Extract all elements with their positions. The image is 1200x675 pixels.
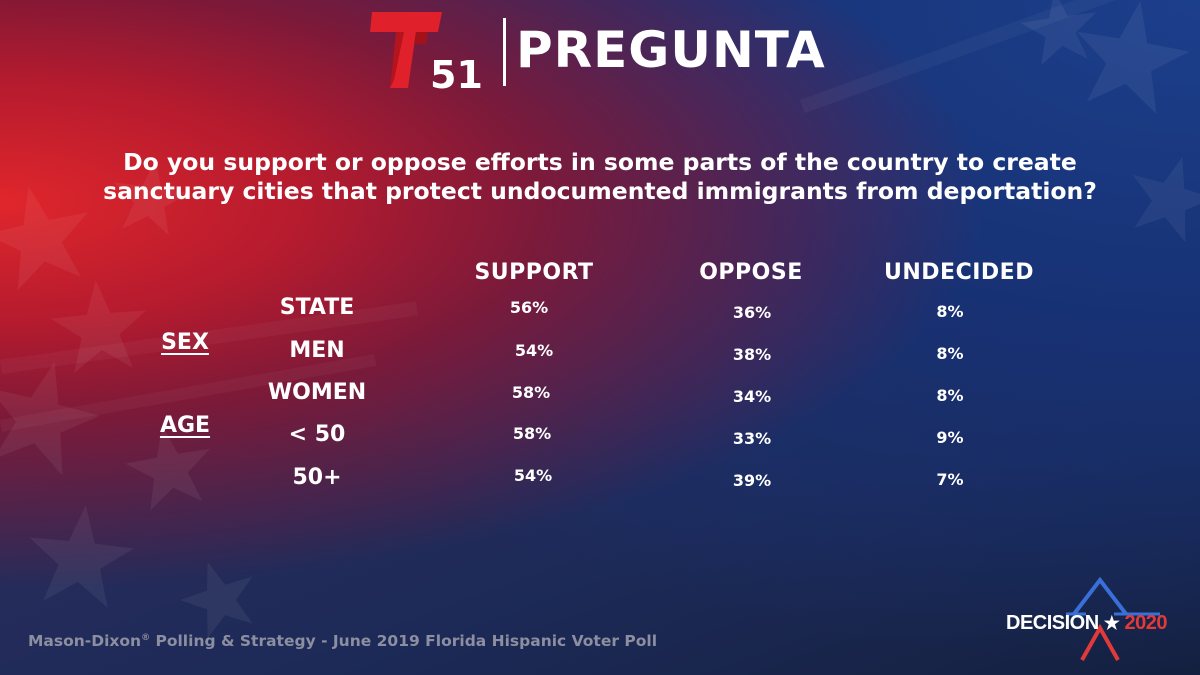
source-name: Mason-Dixon (28, 632, 142, 650)
cell-50-plus-support: 54% (513, 466, 553, 485)
row-label-50-plus: 50+ (292, 465, 342, 490)
cell-state-support: 56% (509, 298, 549, 317)
row-label-under-50: < 50 (288, 422, 346, 447)
question-line-2: sanctuary cities that protect undocument… (103, 177, 1097, 205)
cell-women-support: 58% (511, 383, 551, 402)
cell-50-plus-undecided: 7% (936, 470, 964, 489)
group-label-sex: SEX (161, 330, 209, 355)
source-footnote: Mason-Dixon® Polling & Strategy - June 2… (28, 632, 657, 650)
decision-wordmark: DECISION ★ 2020 (1006, 612, 1167, 635)
question-text: Do you support or oppose efforts in some… (80, 148, 1120, 206)
logo-number: 51 (430, 53, 483, 90)
row-label-men: MEN (289, 338, 345, 363)
cell-men-support: 54% (514, 341, 554, 360)
header: 51 PREGUNTA (0, 8, 1200, 90)
source-detail: Polling & Strategy - June 2019 Florida H… (150, 632, 658, 650)
cell-50-plus-oppose: 39% (732, 471, 772, 490)
column-header-support: SUPPORT (474, 260, 594, 285)
cell-women-undecided: 8% (936, 386, 964, 405)
cell-women-oppose: 34% (732, 387, 772, 406)
column-header-undecided: UNDECIDED (884, 260, 1034, 285)
registered-mark: ® (141, 632, 151, 643)
decision-star-outline-icon (1066, 576, 1160, 661)
decision-year: 2020 (1124, 612, 1167, 634)
telemundo-logo-icon: 51 (370, 12, 483, 90)
cell-state-undecided: 8% (936, 302, 964, 321)
decision-word: DECISION (1006, 612, 1099, 634)
column-header-oppose: OPPOSE (699, 260, 803, 285)
question-line-1: Do you support or oppose efforts in some… (123, 148, 1077, 176)
row-label-state: STATE (279, 295, 355, 320)
row-label-women: WOMEN (267, 380, 367, 405)
cell-under-50-oppose: 33% (732, 429, 772, 448)
page-title: PREGUNTA (516, 21, 826, 79)
cell-under-50-support: 58% (512, 424, 552, 443)
decision-2020-logo: DECISION ★ 2020 (1000, 576, 1170, 666)
cell-men-oppose: 38% (732, 345, 772, 364)
cell-under-50-undecided: 9% (936, 428, 964, 447)
cell-men-undecided: 8% (936, 344, 964, 363)
group-label-age: AGE (159, 413, 211, 438)
decision-star-icon: ★ (1103, 613, 1120, 633)
header-divider (503, 18, 506, 86)
cell-state-oppose: 36% (732, 303, 772, 322)
